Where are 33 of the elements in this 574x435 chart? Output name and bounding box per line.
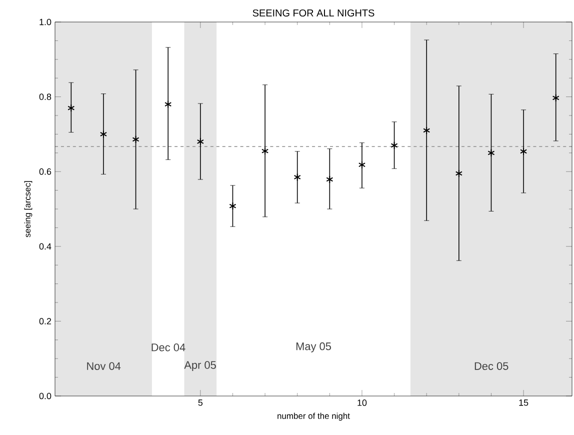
annotation: Dec 05	[474, 362, 508, 370]
y-tick-label: 0.6	[39, 168, 52, 175]
point	[358, 160, 366, 169]
point	[164, 100, 172, 108]
point	[196, 138, 204, 146]
point	[262, 147, 269, 156]
y-tick-label: 1.0	[40, 18, 52, 26]
y-tick-label: 0.8	[39, 94, 52, 100]
point	[455, 169, 462, 178]
y-tick-label: 0.4	[39, 243, 52, 250]
point	[552, 94, 560, 102]
annotation: May 05	[296, 342, 331, 352]
x-tick-label: 5	[198, 400, 203, 406]
y-tick-label: 0.0	[39, 392, 52, 400]
point	[488, 148, 495, 157]
x-tick-label: 10	[358, 400, 367, 406]
chart-title: SEEING FOR ALL NIGHTS	[252, 9, 374, 16]
annotation: Apr 05	[184, 361, 216, 372]
annotation: Dec 04	[152, 344, 186, 352]
point	[229, 202, 236, 210]
point	[132, 135, 140, 144]
point	[423, 126, 430, 134]
point	[390, 141, 398, 150]
y-tick-label: 0.2	[39, 318, 52, 324]
x-axis-title: number of the night	[278, 412, 350, 421]
point	[520, 147, 528, 156]
annotation: Nov 04	[87, 362, 121, 370]
x-tick-label: 15	[519, 400, 528, 406]
point	[100, 130, 107, 138]
y-axis-title: seeing [arcsec]	[24, 181, 32, 238]
point	[68, 104, 75, 112]
point	[294, 173, 301, 182]
point	[326, 175, 334, 184]
